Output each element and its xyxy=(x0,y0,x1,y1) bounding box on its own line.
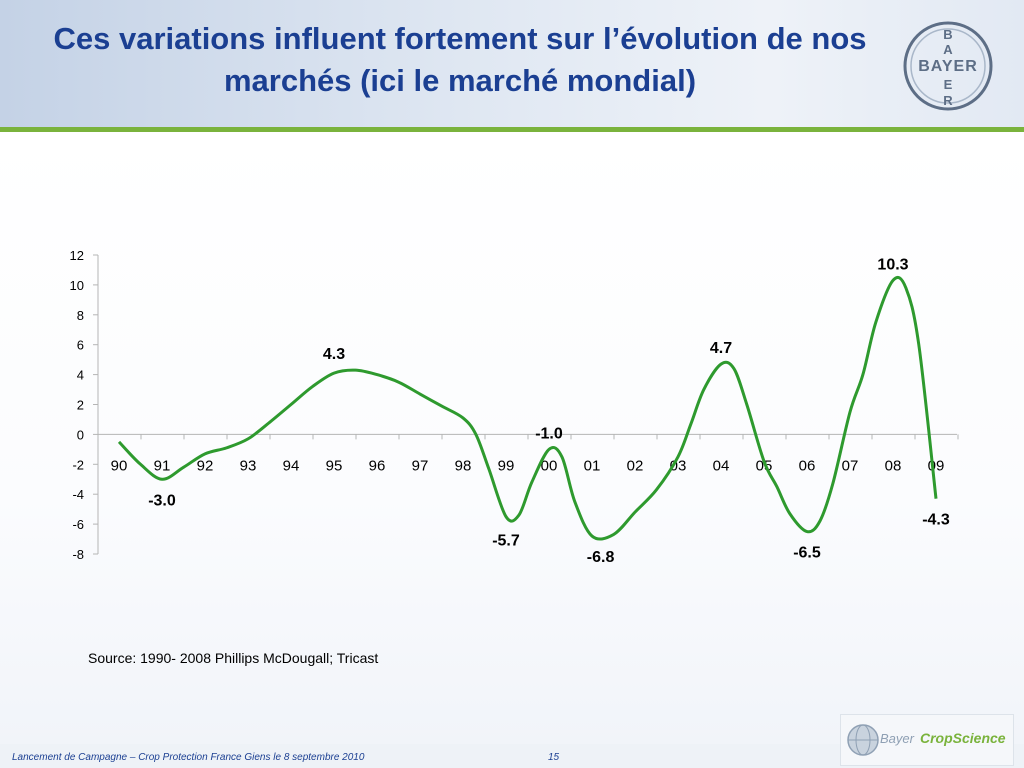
x-tick-label: 97 xyxy=(412,457,429,474)
data-label: -5.7 xyxy=(492,533,520,550)
footer-text: Lancement de Campagne – Crop Protection … xyxy=(12,752,365,763)
x-tick-label: 04 xyxy=(713,457,730,474)
y-tick-label: -4 xyxy=(72,487,84,502)
x-tick-label: 00 xyxy=(541,457,558,474)
y-tick-label: 4 xyxy=(77,368,84,383)
data-label: -1.0 xyxy=(535,425,563,442)
bottom-logo-division: CropScience xyxy=(920,730,1006,746)
x-tick-label: 07 xyxy=(842,457,859,474)
x-tick-label: 98 xyxy=(455,457,472,474)
x-tick-label: 95 xyxy=(326,457,343,474)
series-line xyxy=(117,275,938,541)
y-tick-label: 8 xyxy=(77,308,84,323)
source-note: Source: 1990- 2008 Phillips McDougall; T… xyxy=(88,650,379,666)
y-tick-label: -6 xyxy=(72,517,84,532)
x-tick-label: 08 xyxy=(885,457,902,474)
x-tick-label: 90 xyxy=(111,457,128,474)
x-tick-label: 02 xyxy=(627,457,644,474)
data-label: -6.5 xyxy=(793,545,821,562)
y-tick-label: -2 xyxy=(72,457,84,472)
data-label: -4.3 xyxy=(922,512,950,529)
x-tick-label: 06 xyxy=(799,457,816,474)
bayer-cropscience-logo xyxy=(840,714,1014,766)
x-tick-label: 96 xyxy=(369,457,386,474)
page-number: 15 xyxy=(548,752,560,763)
y-tick-label: 0 xyxy=(77,427,84,442)
slide-content: -8 -6 -4 -2 0 2 4 6 8 10 12 90 91 92 93 94 95 96 97 98 99 00 0… xyxy=(0,132,1024,744)
y-tick-label: -8 xyxy=(72,547,84,562)
x-tick-label: 91 xyxy=(154,457,171,474)
x-tick-label: 01 xyxy=(584,457,601,474)
x-tick-label: 99 xyxy=(498,457,515,474)
x-tick-label: 94 xyxy=(283,457,300,474)
y-tick-label: 10 xyxy=(70,278,84,293)
data-label: -6.8 xyxy=(587,549,615,566)
data-label: 4.3 xyxy=(323,346,345,363)
header-accent-bar xyxy=(0,127,1024,132)
data-label: -3.0 xyxy=(148,492,176,509)
data-label: 10.3 xyxy=(877,256,908,273)
x-tick-label: 93 xyxy=(240,457,257,474)
x-tick-label: 92 xyxy=(197,457,214,474)
data-label: 4.7 xyxy=(710,340,732,357)
bottom-logo-company: Bayer xyxy=(880,731,914,746)
globe-icon xyxy=(847,724,879,756)
svg-text:BAYER: BAYER xyxy=(918,58,978,75)
y-tick-label: 2 xyxy=(77,398,84,413)
y-tick-label: 12 xyxy=(70,248,84,263)
slide-title: Ces variations influent fortement sur l’… xyxy=(53,21,867,98)
y-tick-label: 6 xyxy=(77,338,84,353)
x-tick-label: 09 xyxy=(928,457,945,474)
slide-header: Ces variations influent fortement sur l’… xyxy=(0,0,1024,127)
